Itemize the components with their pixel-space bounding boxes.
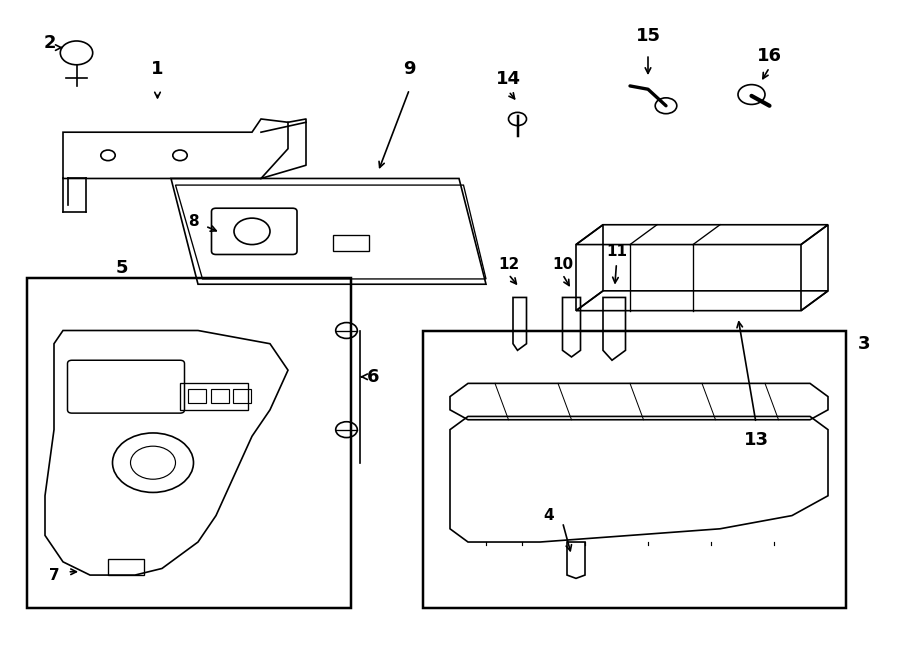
Text: 14: 14	[496, 70, 521, 89]
Text: 2: 2	[43, 34, 56, 52]
Text: 12: 12	[498, 257, 519, 272]
Text: 8: 8	[188, 214, 199, 229]
Text: 13: 13	[743, 430, 769, 449]
Text: 15: 15	[635, 27, 661, 46]
Text: 3: 3	[858, 334, 870, 353]
Text: 16: 16	[757, 47, 782, 65]
Text: 11: 11	[606, 244, 627, 258]
Text: 10: 10	[552, 257, 573, 272]
Text: 7: 7	[49, 568, 59, 582]
Text: 5: 5	[115, 258, 128, 277]
Text: 6: 6	[367, 368, 380, 386]
Text: 4: 4	[544, 508, 554, 523]
Text: 1: 1	[151, 60, 164, 79]
Text: 9: 9	[403, 60, 416, 79]
